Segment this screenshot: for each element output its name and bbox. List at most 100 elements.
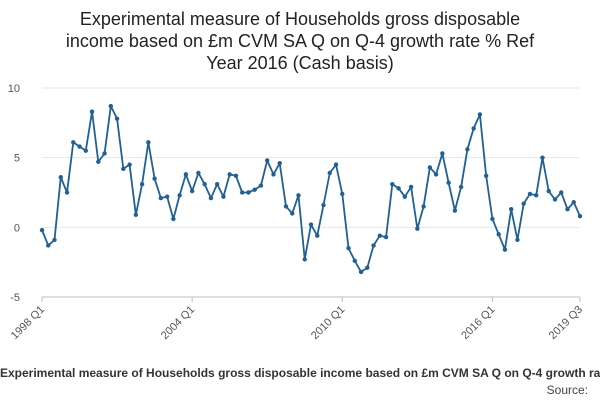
data-point [252, 187, 257, 192]
data-point [321, 202, 326, 208]
series-line [41, 105, 581, 273]
data-point [265, 158, 270, 163]
data-point [577, 213, 583, 219]
data-point [452, 208, 458, 213]
data-point [433, 172, 439, 177]
x-tick-label: 1998 Q1 [9, 304, 47, 342]
data-point [39, 227, 45, 233]
data-point [171, 216, 176, 222]
data-point [365, 265, 370, 270]
data-point [327, 170, 332, 176]
chart-title-line-3: Year 2016 (Cash basis) [206, 53, 394, 73]
data-point [277, 161, 282, 166]
x-tick-label: 2019 Q3 [547, 304, 585, 342]
data-point [377, 233, 383, 238]
data-point [396, 186, 401, 191]
series-growth-rate [39, 103, 583, 275]
x-tick-label: 2016 Q1 [459, 304, 497, 342]
data-point [296, 193, 301, 198]
data-point [96, 159, 101, 165]
data-point [283, 204, 289, 209]
data-point [152, 176, 157, 181]
data-point [239, 190, 245, 195]
data-point [352, 258, 357, 263]
data-point [559, 190, 564, 195]
data-point [383, 234, 389, 240]
data-point [390, 181, 395, 187]
data-point [534, 193, 539, 198]
data-point [415, 226, 420, 231]
data-point [440, 151, 445, 156]
data-point [52, 237, 57, 243]
data-point [58, 174, 63, 180]
x-tick-label: 2010 Q1 [309, 304, 347, 342]
data-point [565, 207, 570, 212]
data-point [308, 222, 314, 227]
data-point [164, 194, 170, 199]
data-point [177, 193, 182, 198]
data-point [183, 172, 189, 177]
data-point [139, 181, 145, 187]
data-point [496, 232, 501, 237]
data-point [490, 216, 495, 222]
data-point [71, 140, 76, 145]
data-point [121, 166, 126, 172]
data-point [427, 165, 433, 170]
source-label: Source: [546, 383, 588, 397]
data-point [446, 180, 451, 185]
y-tick-label: -5 [10, 292, 20, 304]
data-point [371, 243, 376, 248]
data-point [158, 195, 164, 201]
data-point [471, 126, 476, 131]
data-point [202, 181, 207, 187]
data-point [233, 173, 239, 178]
data-point [102, 151, 107, 156]
data-point [271, 172, 276, 177]
data-point [114, 116, 120, 121]
data-point [221, 194, 226, 199]
chart-title-line-2: income based on £m CVM SA Q on Q-4 growt… [65, 31, 535, 51]
data-point [258, 183, 264, 188]
data-point [508, 207, 514, 212]
data-point [408, 184, 414, 190]
data-point [89, 109, 95, 114]
data-point [196, 170, 201, 176]
data-point [333, 162, 339, 167]
data-point [527, 191, 533, 197]
data-point [189, 188, 195, 194]
data-point [214, 181, 220, 187]
data-point [315, 233, 320, 238]
data-point [502, 247, 508, 252]
data-point [146, 140, 151, 145]
y-tick-label: 10 [8, 83, 20, 95]
data-point [64, 190, 70, 195]
data-point [483, 173, 489, 178]
data-point [477, 112, 483, 117]
data-point [290, 211, 295, 216]
x-tick-label: 2004 Q1 [159, 304, 197, 342]
chart-title: Experimental measure of Households gross… [0, 8, 600, 74]
data-point [208, 195, 214, 201]
data-point [421, 204, 426, 209]
chart-title-line-1: Experimental measure of Households gross… [79, 9, 521, 29]
data-point [402, 194, 408, 199]
data-point [302, 257, 307, 262]
data-point [552, 197, 558, 202]
data-point [133, 212, 139, 217]
y-tick-label: 0 [14, 222, 20, 234]
data-point [540, 155, 545, 160]
data-point [521, 201, 526, 206]
data-point [227, 172, 232, 177]
data-point [127, 162, 132, 167]
data-point [246, 190, 251, 195]
y-axis-tick-labels: -5 0 5 10 [8, 83, 20, 304]
data-point [108, 103, 114, 109]
data-point [358, 269, 364, 275]
data-point [77, 144, 82, 149]
data-point [546, 188, 551, 194]
data-point [571, 200, 576, 205]
data-point [83, 148, 88, 153]
data-point [515, 237, 520, 243]
x-axis-label: Experimental measure of Households gross… [0, 366, 600, 380]
